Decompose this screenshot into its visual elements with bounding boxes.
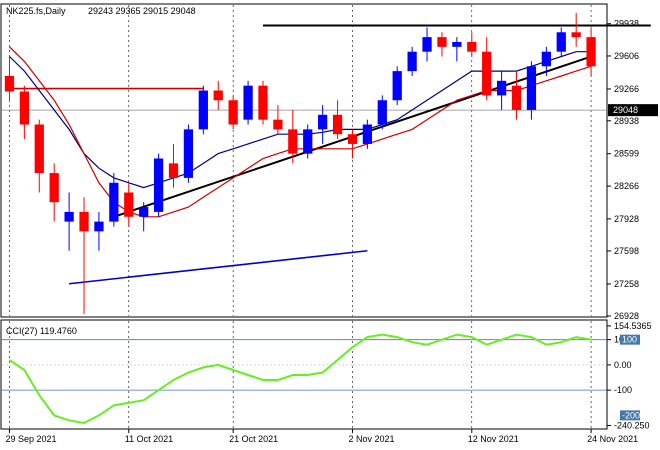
candle-body <box>526 66 537 110</box>
candle-body <box>332 114 343 135</box>
price-y-tick-label: 28599 <box>614 149 639 159</box>
candle-body <box>168 163 179 178</box>
candle-body <box>586 37 596 67</box>
line-layer <box>9 46 592 218</box>
candle-body <box>258 85 268 120</box>
candle-body <box>303 129 313 154</box>
candle-body <box>228 100 238 125</box>
price-y-tick-label: 28938 <box>614 116 639 126</box>
candle-body <box>556 32 566 52</box>
support-segment <box>69 249 368 285</box>
candle-body <box>288 129 298 154</box>
candle-body <box>94 221 104 232</box>
symbol-label: NK225.fs,Daily <box>6 6 66 16</box>
ohlc-label: 29243 29365 29015 29048 <box>88 6 196 16</box>
candle-body <box>571 32 581 38</box>
price-y-tick-label: 29266 <box>614 84 639 94</box>
ma_fast-line <box>9 51 592 189</box>
candle-body <box>198 90 208 130</box>
candle-body <box>377 100 387 125</box>
cci-line <box>8 333 592 425</box>
candle-body <box>511 85 522 110</box>
axis-layer: 29938 29606 29266 28938 28599 28266 27928 27598… <box>5 19 658 444</box>
candle-body <box>34 124 44 174</box>
candle-body <box>496 80 507 96</box>
candle-body <box>153 158 164 212</box>
x-tick-label: 11 Oct 2021 <box>125 434 173 444</box>
cci-y-tick-label: 0.00 <box>614 360 632 370</box>
price-y-tick-label: 28266 <box>614 181 639 191</box>
candle-body <box>139 207 149 217</box>
x-tick-label: 24 Nov 2021 <box>587 434 638 444</box>
cci-panel-frame <box>0 319 608 430</box>
price-y-tick-label: 26928 <box>614 311 639 321</box>
cci-y-tick-label: 154.5365 <box>614 321 652 331</box>
x-tick-label: 21 Oct 2021 <box>229 434 278 444</box>
candle-body <box>79 211 89 232</box>
price-y-tick-label: 29606 <box>614 51 639 61</box>
candle-body <box>362 124 373 144</box>
price-y-tick-label: 27598 <box>614 246 639 256</box>
candle-body <box>213 90 223 101</box>
candle-body <box>4 75 15 92</box>
price-y-tick-label: 27928 <box>614 214 639 224</box>
x-tick-label: 12 Nov 2021 <box>468 434 519 444</box>
x-tick-label: 2 Nov 2021 <box>348 434 394 444</box>
cci-level-badge-label: 100 <box>622 335 637 345</box>
cci-level-badge <box>620 410 640 421</box>
current-price-tag <box>608 104 658 117</box>
candle-body <box>482 51 492 96</box>
price-panel-frame <box>0 3 608 318</box>
cci-y-tick-label: -240.250 <box>614 421 650 431</box>
candle-body <box>64 211 74 222</box>
candle-body <box>318 114 328 130</box>
candle-body <box>183 129 194 178</box>
current-price-tag-label: 29048 <box>613 105 638 115</box>
cci-layer <box>2 333 607 425</box>
candle-body <box>49 173 59 203</box>
candle-body <box>467 41 477 52</box>
cci-level-badge-label: -200 <box>622 410 640 420</box>
candle-body <box>19 91 29 125</box>
candle-body <box>124 192 134 217</box>
candle-body <box>422 37 432 52</box>
price-y-tick-label: 27258 <box>614 279 639 289</box>
candle-body <box>452 41 462 47</box>
candle-layer <box>4 12 596 314</box>
candle-body <box>347 134 358 144</box>
candle-body <box>243 85 253 120</box>
candle-body <box>273 119 283 130</box>
ma_slow-line <box>9 46 592 218</box>
candle-body <box>437 37 447 47</box>
price-y-tick-label: 29938 <box>614 19 639 29</box>
cci-level-badge <box>620 334 640 345</box>
candle-body <box>541 51 551 67</box>
cci-y-tick-label: -100 <box>614 385 632 395</box>
candle-body <box>407 51 417 72</box>
cci-label: CCI(27) 119.4760 <box>6 326 77 336</box>
x-tick-label: 29 Sep 2021 <box>5 434 56 444</box>
candle-body <box>109 182 119 222</box>
candle-body <box>392 71 402 101</box>
